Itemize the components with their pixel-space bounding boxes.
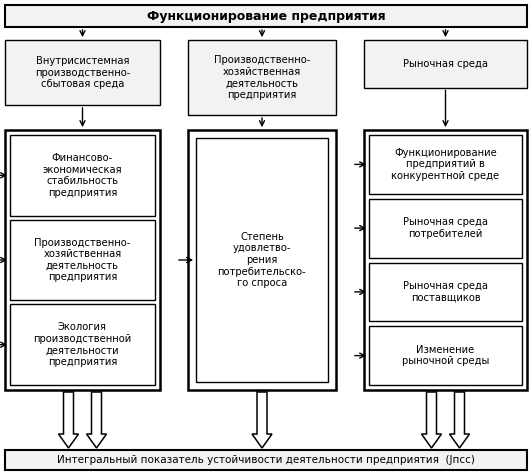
Bar [5, 40, 160, 105]
Text: Экология
производственной
деятельности
предприятия: Экология производственной деятельности п… [34, 322, 131, 367]
Bar [5, 450, 527, 470]
Text: Интегральный показатель устойчивости деятельности предприятия  (Jпсс): Интегральный показатель устойчивости дея… [57, 455, 475, 465]
Bar [10, 135, 155, 216]
Bar [369, 135, 522, 194]
Text: Рыночная среда
поставщиков: Рыночная среда поставщиков [403, 281, 488, 303]
Bar [369, 326, 522, 385]
Text: Производственно-
хозяйственная
деятельность
предприятия: Производственно- хозяйственная деятельно… [34, 237, 131, 283]
Text: Функционирование
предприятий в
конкурентной среде: Функционирование предприятий в конкурент… [392, 148, 500, 181]
Bar [188, 130, 336, 390]
Bar [188, 40, 336, 115]
Polygon shape [59, 392, 79, 448]
Polygon shape [87, 392, 106, 448]
Bar [10, 304, 155, 385]
Bar [10, 219, 155, 301]
Bar [364, 40, 527, 88]
Bar [5, 130, 160, 390]
Text: Функционирование предприятия: Функционирование предприятия [147, 9, 385, 22]
Text: Производственно-
хозяйственная
деятельность
предприятия: Производственно- хозяйственная деятельно… [214, 55, 310, 100]
Text: Рыночная среда: Рыночная среда [403, 59, 488, 69]
Text: Финансово-
экономическая
стабильность
предприятия: Финансово- экономическая стабильность пр… [43, 153, 122, 198]
Polygon shape [421, 392, 442, 448]
Bar [369, 263, 522, 321]
Text: Изменение
рыночной среды: Изменение рыночной среды [402, 345, 489, 366]
Polygon shape [450, 392, 470, 448]
Text: Рыночная среда
потребителей: Рыночная среда потребителей [403, 217, 488, 239]
Bar [196, 138, 328, 382]
Text: Степень
удовлетво-
рения
потребительско-
го спроса: Степень удовлетво- рения потребительско-… [218, 232, 306, 288]
Bar [369, 199, 522, 257]
Text: Внутрисистемная
производственно-
сбытовая среда: Внутрисистемная производственно- сбытова… [35, 56, 130, 89]
Bar [364, 130, 527, 390]
Polygon shape [252, 392, 272, 448]
Bar [5, 5, 527, 27]
